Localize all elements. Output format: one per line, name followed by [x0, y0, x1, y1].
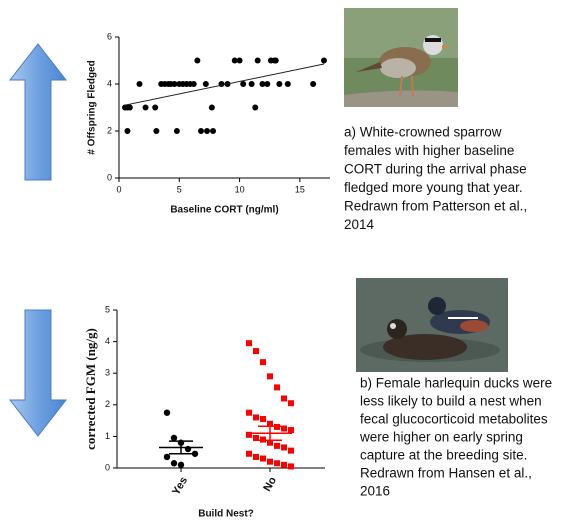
point	[171, 435, 177, 441]
caption-line: 2016	[360, 484, 390, 499]
x-tick-label: 5	[177, 184, 182, 194]
point	[204, 128, 210, 134]
point	[260, 416, 266, 422]
point	[276, 81, 282, 87]
x-axis-label: Baseline CORT (ng/ml)	[170, 205, 278, 216]
point	[237, 58, 243, 64]
caption-line: 2014	[344, 217, 375, 232]
point	[174, 128, 180, 134]
caption-line: b) Female harlequin ducks were	[360, 376, 552, 391]
point	[281, 462, 287, 468]
slide: 0246051015Baseline CORT (ng/ml)# Offspri…	[0, 0, 580, 521]
dot-plot: 0 1 2 3 4 5 Yes No Build Nest? corrected FGM (ng/…	[83, 304, 325, 519]
y-tick-label: 0	[105, 462, 110, 472]
point	[246, 340, 252, 346]
point	[127, 105, 133, 111]
point	[153, 128, 159, 134]
caption-line: Redrawn from Hansen et al.,	[360, 466, 532, 481]
point	[240, 81, 246, 87]
duck-photo	[356, 278, 508, 372]
caption-line: less likely to build a nest when	[360, 394, 542, 409]
caption-line: Redrawn from Patterson et al.,	[344, 199, 527, 214]
point	[267, 459, 273, 465]
point	[321, 58, 327, 64]
point	[255, 58, 261, 64]
point	[264, 81, 270, 87]
point	[288, 463, 294, 469]
point	[171, 460, 177, 466]
point	[194, 58, 200, 64]
caption-line: capture at the breeding site.	[360, 448, 527, 463]
point	[249, 81, 255, 87]
point	[152, 105, 158, 111]
x-tick-label: Yes	[170, 475, 190, 497]
point	[260, 359, 266, 365]
point	[274, 384, 280, 390]
point	[273, 58, 279, 64]
x-tick-label: 15	[295, 184, 305, 194]
point	[164, 410, 170, 416]
point	[288, 448, 294, 454]
point	[210, 128, 216, 134]
y-axis-label: # Offspring Fledged	[87, 60, 98, 154]
point	[253, 414, 259, 420]
point	[178, 462, 184, 468]
caption-line: CORT during the arrival phase	[344, 162, 527, 177]
point	[274, 443, 280, 449]
point	[164, 454, 170, 460]
x-tick-label: 10	[235, 184, 245, 194]
point	[246, 451, 252, 457]
point	[191, 81, 197, 87]
scatter-chart: 0 2 4 6 0 5 10 15 Baseline CORT (ng/ml) # Offspri…	[87, 31, 330, 215]
point	[143, 105, 149, 111]
y-axis-label: corrected FGM (ng/g)	[83, 328, 98, 450]
caption-line: fledged more young that year.	[344, 180, 523, 195]
point	[198, 128, 204, 134]
y-tick-label: 1	[105, 431, 110, 441]
y-tick-label: 0	[107, 172, 112, 182]
point	[252, 105, 258, 111]
point	[281, 395, 287, 401]
y-tick-label: 4	[105, 336, 110, 346]
point	[288, 427, 294, 433]
y-tick-label: 3	[105, 368, 110, 378]
point	[253, 348, 259, 354]
x-tick-label: 0	[116, 184, 121, 194]
point	[285, 81, 291, 87]
trendline	[125, 64, 324, 105]
point	[203, 81, 209, 87]
point	[310, 81, 316, 87]
y-tick-label: 5	[105, 304, 110, 314]
point	[246, 410, 252, 416]
caption-line: were higher on early spring	[359, 430, 523, 445]
y-tick-label: 2	[107, 125, 112, 135]
point	[124, 128, 130, 134]
y-tick-label: 2	[105, 399, 110, 409]
caption-line: females with higher baseline	[344, 143, 514, 158]
point	[281, 444, 287, 450]
point	[260, 456, 266, 462]
sparrow-photo	[344, 8, 458, 107]
down-arrow	[10, 310, 66, 436]
up-arrow	[10, 44, 66, 180]
caption-line: fecal glucocorticoid metabolites	[360, 412, 548, 427]
point	[274, 460, 280, 466]
y-tick-label: 4	[107, 78, 112, 88]
point	[288, 400, 294, 406]
point	[209, 105, 215, 111]
caption-line: a) White-crowned sparrow	[344, 125, 502, 140]
point	[267, 373, 273, 379]
point	[253, 454, 259, 460]
point	[136, 81, 142, 87]
x-tick-label: No	[261, 475, 279, 494]
y-tick-label: 6	[107, 31, 112, 41]
x-axis-label: Build Nest?	[198, 509, 254, 520]
